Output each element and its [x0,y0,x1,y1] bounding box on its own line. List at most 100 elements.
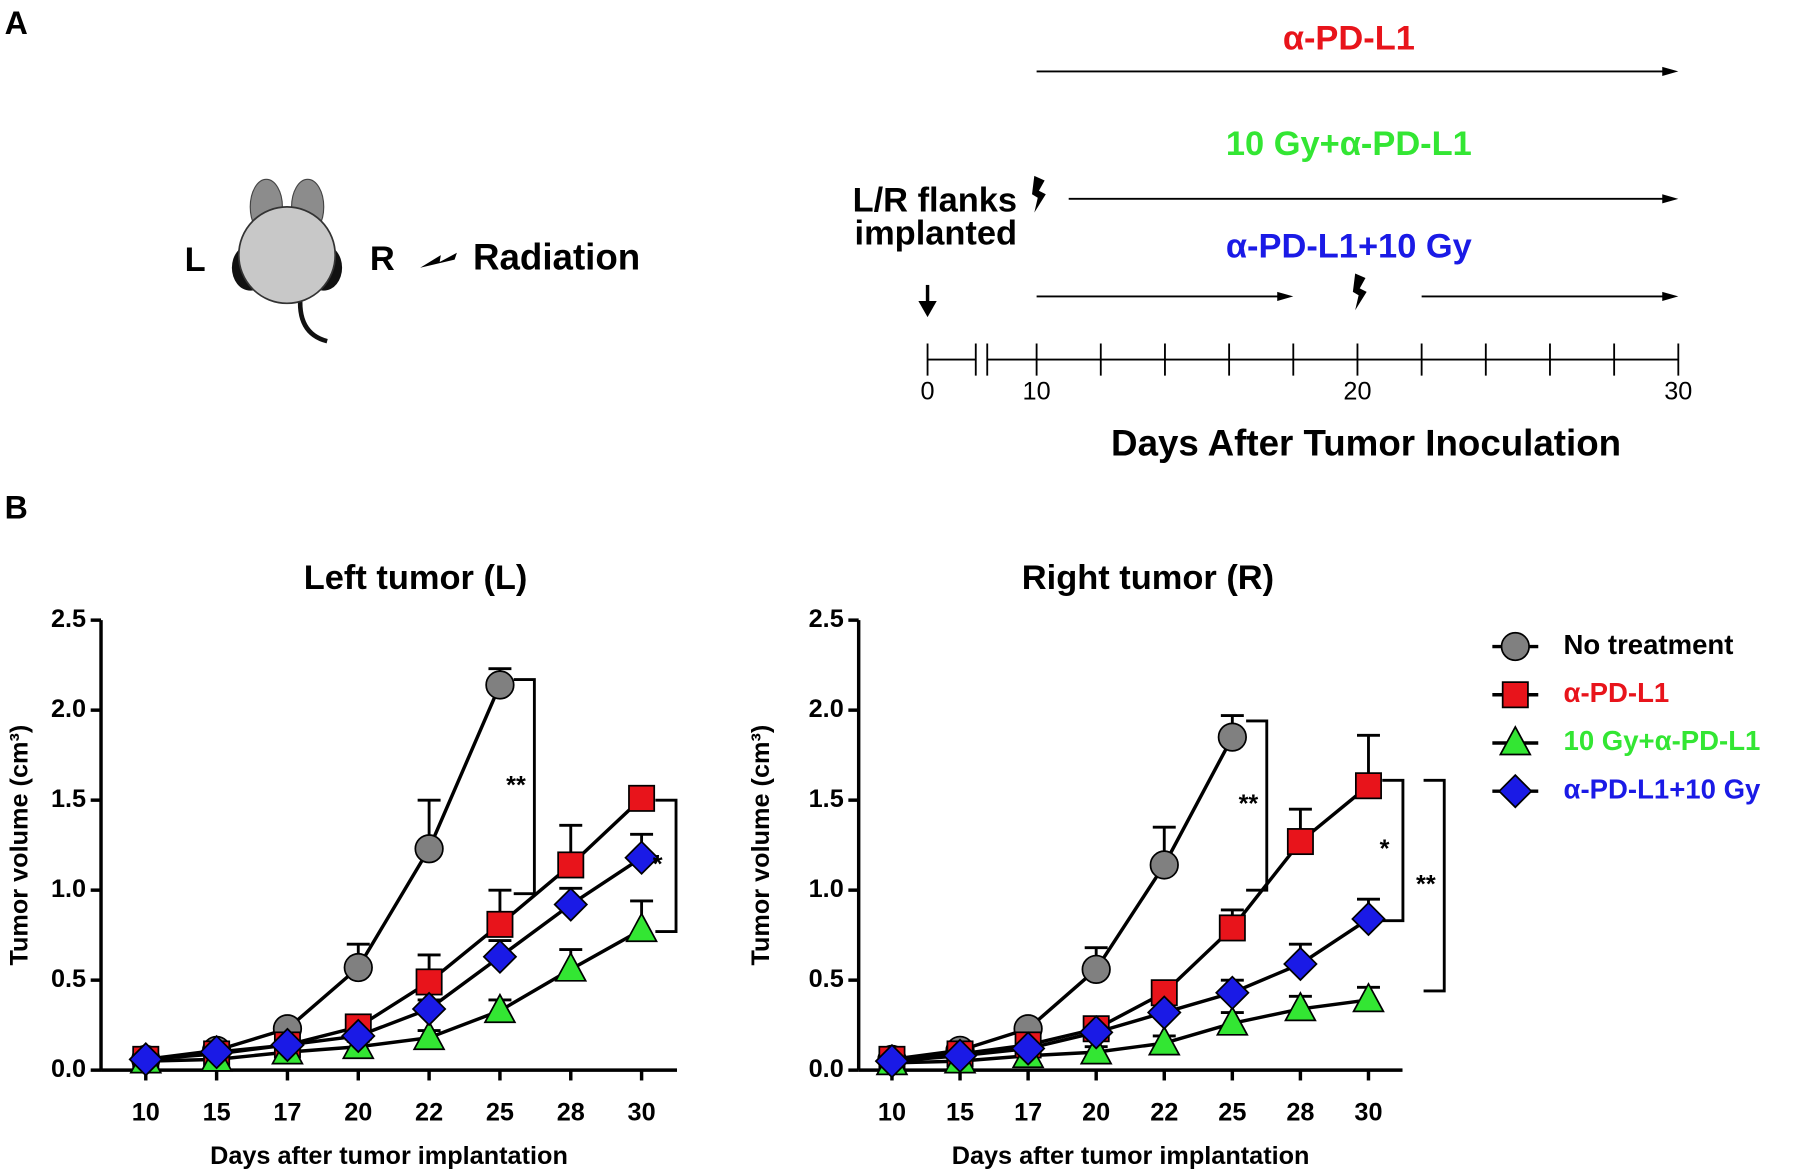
significance-label: ** [1239,790,1259,818]
marker [1352,982,1385,1013]
radiation-icon [1352,273,1367,311]
marker [270,1027,305,1063]
panel-label: B [5,489,28,525]
timeline-tick-label: 10 [1023,378,1051,406]
x-tick-label: 22 [1150,1098,1178,1126]
implant-label: L/R flanks [853,181,1018,219]
x-tick-label: 15 [203,1098,231,1126]
legend-marker [1500,631,1530,662]
marker [343,952,373,983]
marker [1079,1034,1113,1065]
implant-arrow-head [918,301,937,318]
marker [485,670,515,700]
treatment-label: α-PD-L1+10 Gy [1226,227,1472,265]
significance-label: * [1380,835,1390,863]
treatment-arrow-head [1662,194,1679,204]
x-tick-label: 17 [273,1098,301,1126]
significance-bracket [1246,719,1269,892]
marker [415,968,443,996]
significance-label: * [653,851,663,879]
y-tick-label: 2.5 [51,605,86,633]
significance-label: ** [506,771,526,799]
x-tick-label: 15 [946,1098,974,1126]
mouse-label: R [370,240,395,278]
marker [199,1034,234,1070]
panel-label: A [5,5,28,41]
y-tick-label: 1.0 [809,875,844,903]
marker [1215,975,1250,1011]
x-tick-label: 22 [415,1098,443,1126]
significance-bracket [1423,778,1446,993]
marker [414,834,444,864]
marker [557,851,585,879]
marker [340,1018,376,1054]
chart-title: Left tumor (L) [304,559,528,597]
marker [554,951,588,982]
legend-marker [1501,681,1529,709]
significance-bracket [1382,778,1405,923]
marker [1215,1005,1249,1036]
y-tick-label: 2.0 [809,695,844,723]
x-axis-title: Days after tumor implantation [210,1142,568,1170]
legend-marker [1498,725,1532,756]
x-tick-label: 20 [344,1098,372,1126]
x-tick-label: 20 [1082,1098,1110,1126]
marker [1354,772,1382,800]
marker [1146,995,1182,1030]
y-tick-label: 2.5 [809,605,844,633]
x-tick-label: 10 [878,1098,906,1126]
radiation-icon [1032,175,1046,213]
marker [128,1042,164,1077]
x-tick-label: 30 [1354,1098,1382,1126]
y-tick-label: 1.5 [809,785,844,813]
treatment-arrow-head [1662,66,1679,77]
marker [1149,850,1179,880]
treatment-arrow-head [1662,291,1679,302]
y-tick-label: 1.0 [51,875,86,903]
timeline-tick-label: 20 [1343,378,1371,406]
timeline-tick-label: 30 [1664,378,1692,406]
marker [1284,991,1317,1022]
series-line [145,684,502,1062]
mouse-icon [231,178,343,344]
y-tick-label: 0.5 [51,965,86,993]
mouse-label: L [185,241,206,279]
treatment-label: α-PD-L1 [1283,20,1415,58]
y-tick-label: 0.0 [809,1055,844,1083]
timeline-title: Days After Tumor Inoculation [1111,422,1621,463]
series-line [145,797,643,1062]
marker [1081,954,1111,984]
x-tick-label: 28 [1286,1098,1314,1126]
x-tick-label: 30 [628,1098,656,1126]
marker [553,887,589,922]
marker [411,991,447,1027]
marker [625,911,658,943]
marker [1010,1031,1046,1066]
y-tick-label: 0.5 [809,965,844,993]
marker [483,992,517,1024]
legend-label: No treatment [1564,629,1734,660]
y-tick-label: 0.0 [51,1055,86,1083]
marker [1217,722,1247,752]
implant-label: implanted [855,215,1018,253]
marker [874,1043,910,1079]
marker [412,1019,446,1051]
y-axis-title: Tumor volume (cm³) [5,725,33,966]
series-line [891,736,1234,1062]
x-axis-title: Days after tumor implantation [952,1142,1310,1170]
chart-title: Right tumor (R) [1022,559,1274,597]
x-tick-label: 25 [486,1098,514,1126]
x-tick-label: 10 [132,1098,160,1126]
marker [624,840,659,876]
marker [1147,1025,1181,1056]
marker [1286,828,1314,856]
x-tick-label: 28 [557,1098,585,1126]
x-tick-label: 25 [1218,1098,1246,1126]
marker [482,939,518,975]
significance-label: ** [1416,870,1436,898]
timeline-tick-label: 0 [921,378,935,406]
y-axis-title: Tumor volume (cm³) [747,725,775,966]
marker [486,910,514,938]
legend-label: α-PD-L1 [1564,677,1670,708]
